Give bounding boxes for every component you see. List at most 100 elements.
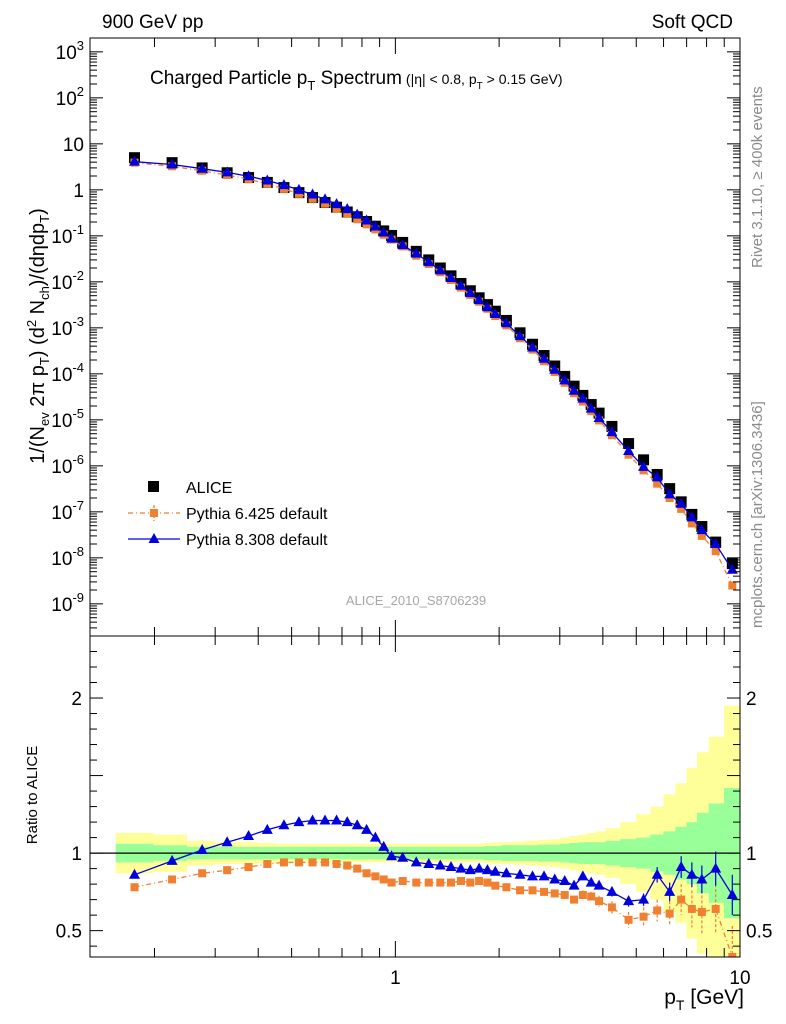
- ratio-point: [677, 895, 686, 904]
- ratio-point: [726, 888, 738, 899]
- ratio-point: [514, 868, 526, 879]
- ratio-point: [527, 870, 539, 881]
- ratio-point: [653, 906, 662, 915]
- y-tick-label: 10-2: [51, 268, 84, 294]
- series-line-square: [134, 162, 733, 586]
- ratio-y-tick-label-right: 2: [746, 689, 757, 710]
- ratio-point: [279, 858, 288, 867]
- mc-point: [397, 239, 409, 250]
- mc-point: [568, 384, 580, 395]
- header-left: 900 GeV pp: [102, 12, 203, 33]
- mc-point: [710, 538, 722, 548]
- ratio-point: [464, 864, 476, 875]
- mc-point: [278, 179, 290, 190]
- ratio-point: [710, 862, 722, 873]
- ratio-point: [168, 875, 177, 884]
- legend-pythia8-label: Pythia 8.308 default: [186, 532, 328, 549]
- ratio-point: [423, 857, 435, 868]
- mc-point: [307, 188, 319, 199]
- y-tick-label: 10-7: [51, 498, 84, 524]
- data-point: [726, 558, 738, 570]
- ratio-point: [466, 878, 475, 887]
- mc-point: [445, 272, 457, 283]
- y-tick-label: 103: [56, 38, 84, 64]
- ratio-point: [386, 850, 398, 861]
- y-tick-label: 10-9: [51, 590, 84, 616]
- mc-point: [489, 308, 501, 318]
- mc-point: [369, 220, 381, 231]
- mc-point: [308, 194, 317, 203]
- ratio-point: [387, 878, 396, 887]
- ratio-point: [568, 879, 580, 890]
- ratio-point: [516, 886, 525, 895]
- ratio-point: [711, 904, 720, 913]
- ratio-point: [665, 909, 674, 918]
- y-tick-label: 10-5: [51, 406, 84, 432]
- ratio-y-tick-label: 1: [71, 844, 82, 865]
- ratio-point: [559, 875, 571, 886]
- mc-point: [196, 162, 208, 173]
- ratio-point: [540, 887, 549, 896]
- ratio-point: [371, 872, 380, 881]
- mc-point: [687, 519, 696, 528]
- mc-point: [378, 226, 390, 237]
- ratio-point: [489, 865, 501, 876]
- ratio-point: [445, 861, 457, 872]
- mc-point: [455, 279, 467, 290]
- mc-point: [675, 497, 687, 508]
- mc-point: [593, 411, 605, 422]
- ratio-point: [500, 867, 512, 878]
- ratio-point: [624, 915, 633, 924]
- ratio-point: [696, 873, 708, 884]
- ratio-point: [130, 883, 139, 892]
- mc-point: [653, 479, 662, 488]
- ratio-point: [332, 859, 341, 868]
- ratio-point: [639, 912, 648, 921]
- y-tick-label: 10-6: [51, 452, 84, 478]
- ratio-point: [697, 908, 706, 917]
- mc-point: [293, 183, 305, 194]
- mc-point: [606, 426, 618, 437]
- y-tick-label: 102: [56, 84, 84, 110]
- legend: ALICE Pythia 6.425 default Pythia 8.308 …: [128, 480, 328, 549]
- ratio-point: [361, 823, 373, 834]
- ratio-point: [578, 890, 587, 899]
- ratio-point: [434, 859, 446, 870]
- ratio-point: [198, 869, 207, 878]
- mc-point: [464, 287, 476, 298]
- ratio-point: [243, 830, 255, 841]
- mc-point: [514, 330, 526, 341]
- mc-point: [696, 524, 708, 535]
- ratio-point: [651, 868, 663, 879]
- ratio-point: [321, 858, 330, 867]
- ratio-point: [577, 870, 589, 881]
- mc-point: [261, 174, 273, 185]
- x-axis-label: pT [GeV]: [664, 986, 744, 1013]
- ratio-point: [398, 877, 407, 886]
- y-tick-label: 10-4: [51, 360, 84, 386]
- mc-point: [351, 208, 363, 219]
- mc-point: [677, 504, 686, 513]
- ratio-point: [319, 814, 331, 825]
- mc-point: [686, 511, 698, 522]
- mc-point: [623, 445, 635, 456]
- y-tick-label: 10-1: [51, 222, 84, 248]
- analysis-label: ALICE_2010_S8706239: [346, 593, 486, 608]
- ratio-point: [491, 881, 500, 890]
- mc-point: [243, 170, 255, 181]
- ratio-point: [263, 859, 272, 868]
- x-tick-label: 1: [390, 968, 401, 989]
- axes: 10310210110-110-210-310-410-510-610-710-…: [51, 37, 772, 989]
- chart-title: Charged Particle pT Spectrum (|η| < 0.8, …: [150, 68, 563, 93]
- mc-point: [341, 203, 353, 214]
- ratio-point: [623, 895, 635, 906]
- ratio-point: [378, 840, 390, 851]
- ratio-y-tick-label: 0.5: [56, 922, 82, 943]
- rivet-version-label: Rivet 3.1.10, ≥ 400k events: [749, 86, 766, 268]
- ratio-point: [585, 876, 597, 887]
- ratio-point: [341, 816, 353, 827]
- ratio-y-tick-label-right: 0.5: [746, 922, 772, 943]
- ratio-point: [538, 870, 550, 881]
- mc-point: [319, 193, 331, 204]
- ratio-y-tick-label: 2: [71, 689, 82, 710]
